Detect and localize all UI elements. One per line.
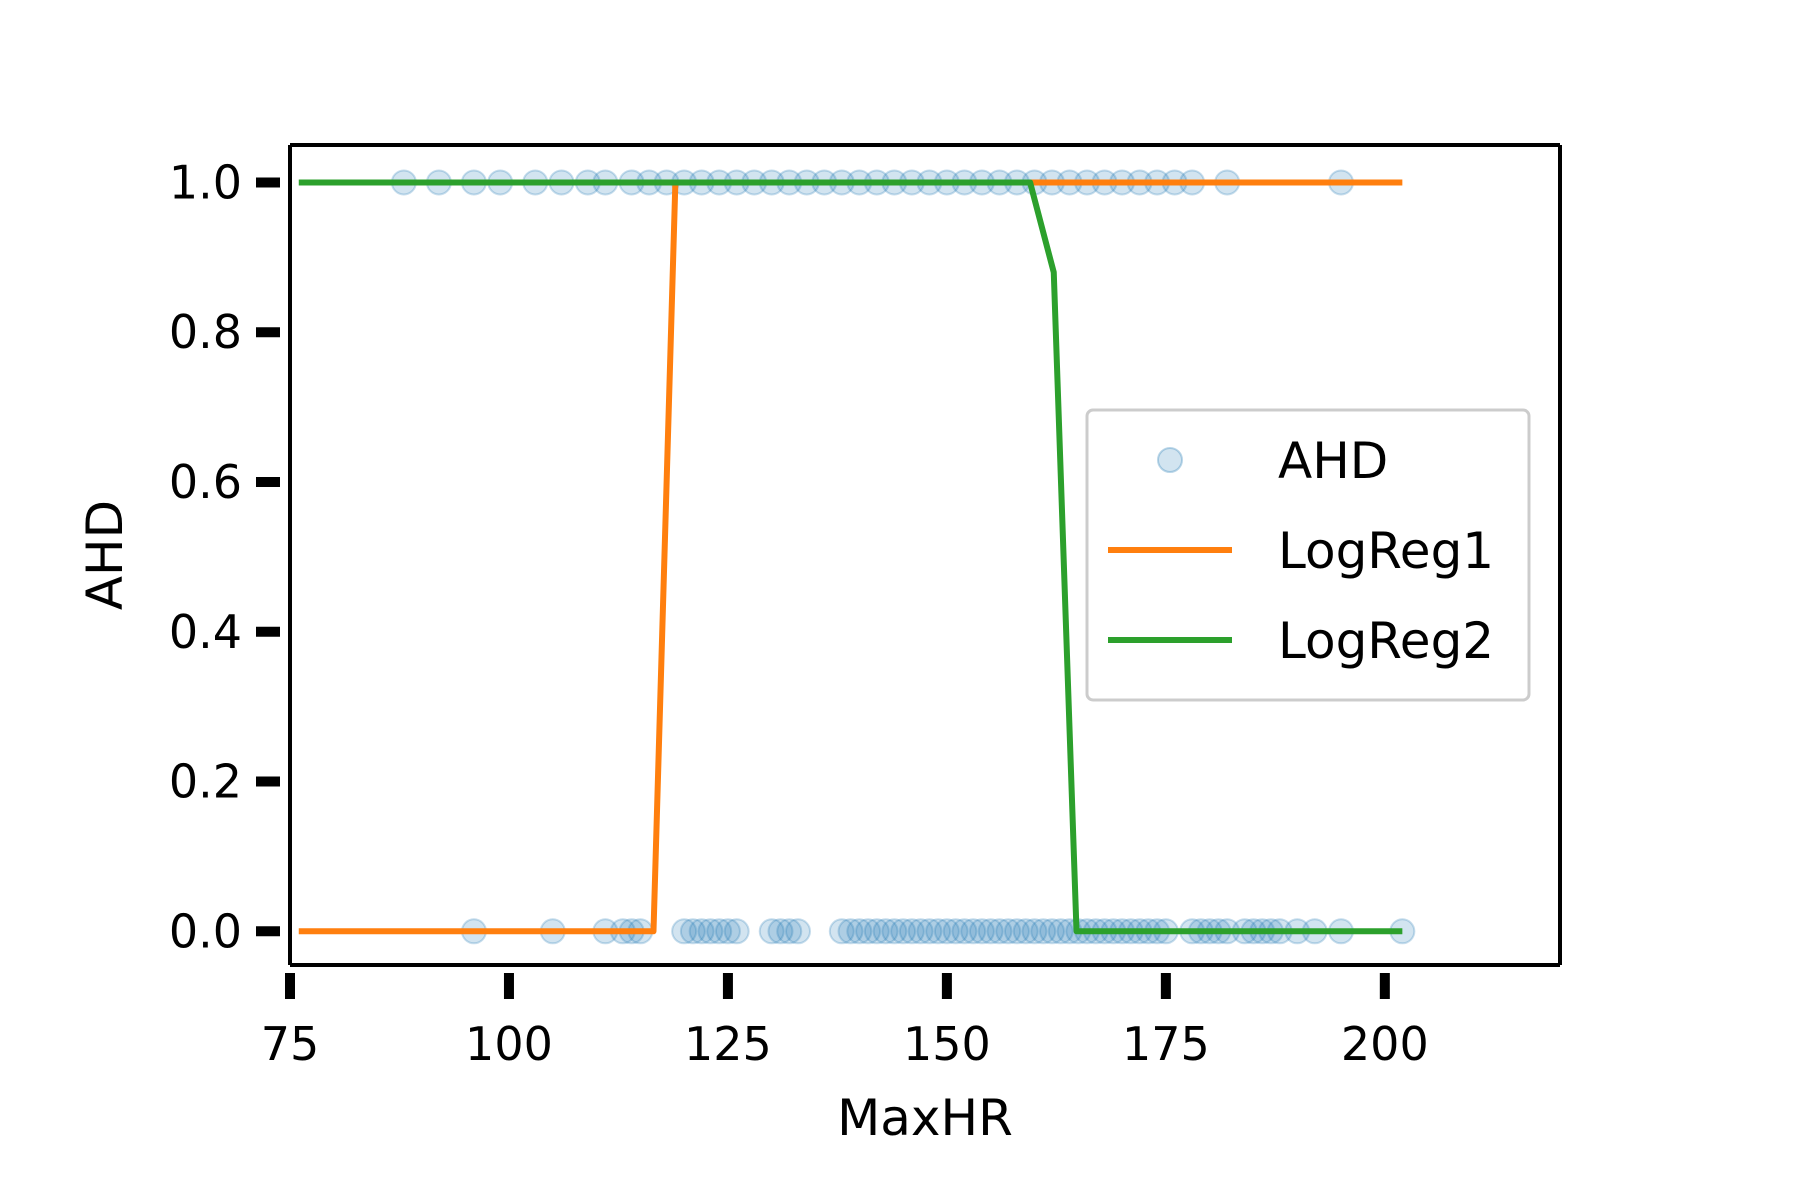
scatter-point-ahd [942, 918, 969, 945]
legend-label-ahd: AHD [1278, 432, 1388, 490]
lines-layer [298, 179, 1403, 935]
legend: AHD LogReg1 LogReg2 [1085, 408, 1531, 702]
scatter-point-ahd [714, 918, 741, 945]
scatter-point-ahd [1012, 918, 1039, 945]
y-tick-label: 0.6 [169, 455, 242, 509]
x-tick-label: 200 [1341, 1017, 1429, 1071]
scatter-point-ahd [898, 918, 925, 945]
scatter-point-ahd [679, 918, 706, 945]
scatter-point-ahd [758, 918, 785, 945]
scatter-point-ahd [881, 918, 908, 945]
x-tick-label: 75 [261, 1017, 320, 1071]
scatter-point-ahd [986, 918, 1013, 945]
x-tick-label: 175 [1122, 1017, 1210, 1071]
scatter-point-ahd [846, 918, 873, 945]
scatter-point-ahd [916, 918, 943, 945]
scatter-point-ahd [968, 918, 995, 945]
legend-box [1085, 408, 1531, 702]
ticks-layer: 75 100 125 150 175 200 0.0 0.2 0.4 0.6 0.8 1.0 [169, 155, 1429, 1071]
scatter-point-ahd [671, 918, 698, 945]
scatter-point-ahd [697, 918, 724, 945]
scatter-point-ahd [995, 918, 1022, 945]
y-tick-label: 0.0 [169, 904, 242, 958]
scatter-point-ahd [855, 918, 882, 945]
legend-label-logreg1: LogReg1 [1278, 522, 1494, 580]
scatter-point-ahd [1047, 918, 1074, 945]
scatter-point-ahd [890, 918, 917, 945]
scatter-point-ahd [785, 918, 811, 945]
scatter-point-ahd [706, 918, 733, 945]
scatter-point-ahd [688, 918, 715, 945]
scatter-point-ahd [1021, 918, 1048, 945]
legend-marker-ahd [1157, 447, 1183, 473]
x-tick-label: 125 [684, 1017, 772, 1071]
scatter-point-ahd [977, 918, 1004, 945]
scatter-point-ahd [767, 918, 794, 945]
scatter-point-ahd [960, 918, 987, 945]
plot-frame [288, 143, 1562, 967]
y-tick-label: 1.0 [169, 155, 242, 209]
scatter-point-ahd [925, 918, 952, 945]
y-tick-label: 0.4 [169, 605, 242, 659]
scatter-point-ahd [1003, 918, 1030, 945]
line-series-logreg2 [298, 179, 1403, 935]
y-tick-label: 0.2 [169, 755, 242, 809]
scatter-point-ahd [828, 918, 855, 945]
scatter-point-ahd [907, 918, 934, 945]
line-series-logreg1 [298, 179, 1403, 935]
scatter-point-ahd [1030, 918, 1057, 945]
scatter-point-ahd [863, 918, 890, 945]
scatter-point-ahd [837, 918, 864, 945]
y-axis-title: AHD [76, 500, 134, 610]
scatter-point-ahd [776, 918, 803, 945]
scatter-point-ahd [1039, 918, 1065, 945]
x-axis-title: MaxHR [837, 1089, 1013, 1147]
scatter-point-ahd [723, 918, 750, 945]
scatter-point-ahd [951, 918, 978, 945]
y-tick-label: 0.8 [169, 305, 242, 359]
x-tick-label: 150 [903, 1017, 991, 1071]
scatter-point-ahd [933, 918, 960, 945]
legend-label-logreg2: LogReg2 [1278, 612, 1494, 670]
x-tick-label: 100 [465, 1017, 553, 1071]
scatter-point-ahd [872, 918, 899, 945]
